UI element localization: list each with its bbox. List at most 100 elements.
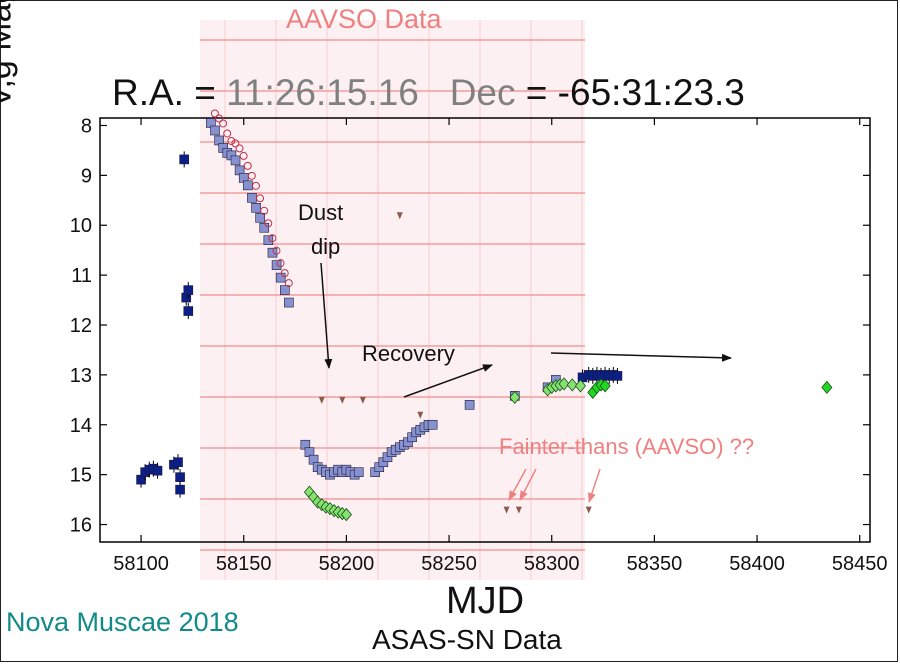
asassn-square-point [175,472,185,482]
y-axis: 8 9 10 11 12 13 14 15 16 [70,115,870,537]
asassn-square-point [243,180,253,191]
fainter-arrow-3 [588,468,601,503]
asassn-square-point [247,193,257,203]
aavso-point [227,136,236,145]
recovery-arrow-2 [550,352,732,362]
aavso-point [214,114,223,123]
asassn-square-point [284,297,294,308]
aavso-point [284,279,293,288]
upper-limit-point [396,212,403,220]
x-tick-label: 58200 [319,553,375,575]
upper-limit-point [417,411,424,419]
aavso-point [280,269,289,278]
asassn-diamond-point [558,377,570,391]
upper-limit-point [359,396,366,404]
aavso-band [200,20,585,580]
fainter-arrow-2 [519,468,537,501]
asassn-square-point [230,155,241,166]
aavso-point [260,206,269,215]
x-tick-label: 58150 [216,553,272,575]
aavso-point [247,171,256,180]
x-tick-label: 58300 [524,553,580,575]
x-tick-label: 58100 [113,553,169,575]
asassn-square-point [353,467,364,477]
upper-limit-point [515,506,522,514]
source-label: ASAS-SN Data [372,624,562,655]
asassn-diamond-point [574,379,587,393]
aavso-point [231,139,240,148]
aavso-title: AAVSO Data [286,4,442,34]
x-axis: 58100 58150 58200 58250 58300 58350 58400 58450 [113,118,888,575]
asassn-square-point [275,272,286,283]
asassn-square-point [612,371,623,381]
asassn-square-point [259,222,270,233]
aavso-point [272,246,281,255]
aavso-point [276,259,285,268]
y-tick-label: 15 [70,465,92,487]
dec-value: = -65:31:23.3 [525,72,745,113]
aavso-point [243,161,252,170]
asassn-square-point [271,260,282,270]
data-points [136,118,833,522]
asassn-square-point [175,484,185,495]
asassn-square-point [279,285,290,295]
aavso-point [219,119,228,128]
aavso-overlay [200,20,585,580]
asassn-square-point [173,457,183,467]
upper-limit-point [318,396,325,404]
y-tick-label: 14 [70,415,92,437]
aavso-points [210,109,293,288]
asassn-square-point [427,419,438,430]
asassn-square-point [267,247,278,258]
asassn-diamond-point [340,507,352,522]
asassn-diamond-point [599,379,611,393]
y-tick-label: 8 [81,115,92,137]
aavso-point [268,234,277,243]
dust-dip-annotation: Dust dip [298,196,343,264]
ra-label: R.A. = [112,72,216,113]
x-tick-label: 58250 [421,553,477,575]
y-tick-label: 16 [70,515,92,537]
recovery-annotation: Recovery [362,341,455,366]
y-tick-label: 9 [81,165,92,187]
y-axis-label-text: V,g Magnitude [0,0,19,109]
x-axis-label: MJD [446,580,525,622]
aavso-point [251,181,260,190]
dust-label-line1: Dust [298,200,344,225]
upper-limit-point [503,506,510,514]
y-tick-label: 10 [70,215,92,237]
asassn-square-point [263,235,274,246]
y-tick-label: 13 [70,365,92,387]
x-tick-label: 58400 [729,553,785,575]
dust-dip-arrow [320,262,333,369]
recovery-arrow-1 [403,364,493,398]
annotation-arrows [320,262,732,503]
upper-limit-point [339,396,346,404]
dec-label: Dec [449,72,516,113]
aavso-point [264,219,273,228]
fainter-arrow-1 [508,468,527,501]
dust-label-line2: dip [310,234,341,259]
asassn-square-point [464,400,475,410]
object-name: Nova Muscae 2018 [6,607,239,637]
asassn-square-point [210,125,220,136]
x-tick-label: 58450 [832,553,888,575]
upper-limit-point [585,506,592,514]
aavso-point [223,129,232,138]
asassn-diamond-point [821,380,833,394]
asassn-square-point [183,285,194,295]
asassn-diamond-point [509,390,521,404]
aavso-point [239,151,248,160]
asassn-square-point [183,306,194,316]
ra-value: 11:26:15.16 [226,72,419,113]
asassn-diamond-point [566,378,578,392]
y-tick-label: 11 [71,265,92,287]
asassn-square-point [152,465,163,476]
fainter-thans-annotation: Fainter-thans (AAVSO) ?? [499,434,755,459]
aavso-point [210,109,219,118]
asassn-square-point [251,202,261,213]
aavso-point [256,194,265,203]
y-tick-label: 12 [70,315,92,337]
